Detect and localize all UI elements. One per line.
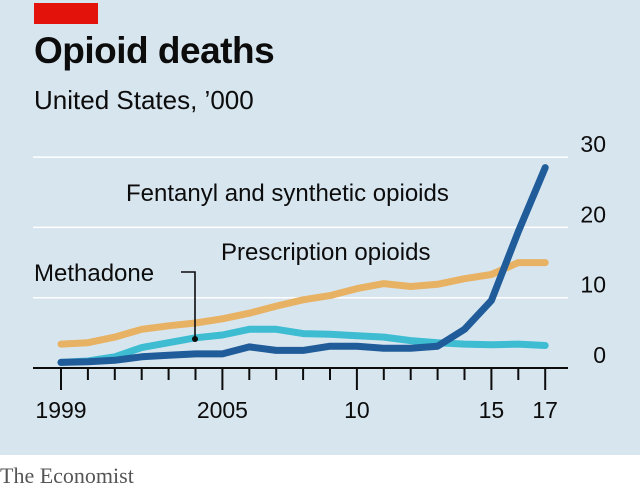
x-axis bbox=[33, 367, 568, 390]
methadone-leader-line bbox=[181, 271, 196, 339]
y-tick-label: 20 bbox=[580, 201, 606, 227]
annotation-methadone: Methadone bbox=[34, 260, 154, 287]
source-credit: The Economist bbox=[0, 463, 134, 488]
x-tick-label: 10 bbox=[344, 397, 370, 423]
chart-subtitle: United States, ’000 bbox=[34, 85, 254, 115]
annotation-fentanyl: Fentanyl and synthetic opioids bbox=[126, 180, 449, 207]
prescription-line bbox=[57, 259, 549, 348]
annotation-prescription: Prescription opioids bbox=[221, 239, 430, 266]
y-tick-label: 30 bbox=[580, 131, 606, 157]
series-lines bbox=[57, 164, 549, 366]
y-tick-label: 10 bbox=[580, 272, 606, 298]
line-chart: 0 10 20 30 1999 2005 10 15 17 Fentanyl and synth… bbox=[33, 131, 606, 423]
y-tick-label: 0 bbox=[593, 342, 606, 368]
x-tick-label: 17 bbox=[532, 397, 558, 423]
methadone-leader-dot bbox=[192, 336, 198, 342]
x-tick-label: 15 bbox=[479, 397, 505, 423]
x-tick-label: 2005 bbox=[197, 397, 248, 423]
x-tick-label: 1999 bbox=[35, 397, 86, 423]
tick-labels: 0 10 20 30 1999 2005 10 15 17 bbox=[35, 131, 606, 423]
brand-red-tag bbox=[34, 3, 98, 24]
chart-title: Opioid deaths bbox=[34, 30, 275, 71]
fentanyl-line bbox=[57, 164, 549, 366]
series-annotations: Fentanyl and synthetic opioids Prescript… bbox=[34, 180, 449, 342]
methadone-line bbox=[57, 325, 549, 366]
